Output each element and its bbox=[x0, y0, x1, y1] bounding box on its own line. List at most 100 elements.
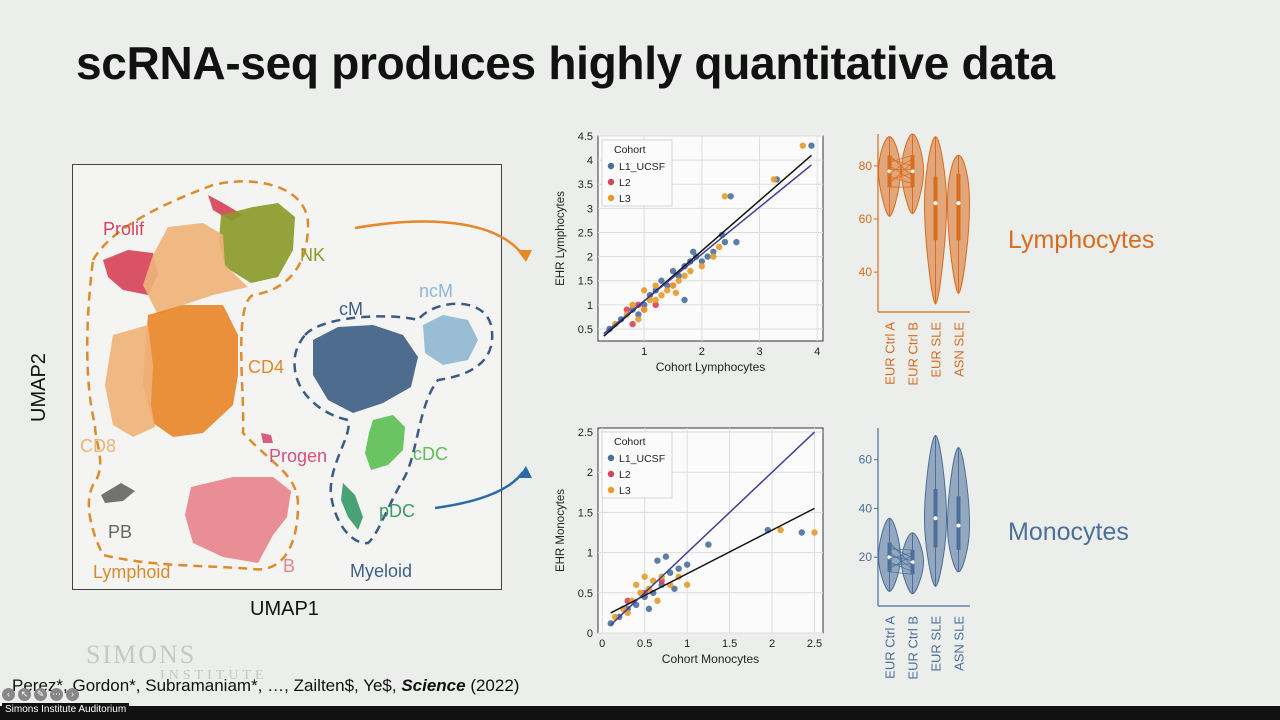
umap-label-myeloid: Myeloid bbox=[350, 561, 412, 581]
umap-label-progen: Progen bbox=[269, 446, 327, 466]
lymphoid-outline bbox=[85, 180, 310, 571]
umap-label-cm: cM bbox=[339, 299, 363, 319]
paired-line bbox=[889, 554, 913, 570]
umap-label-cdc: cDC bbox=[413, 444, 448, 464]
pen-icon[interactable]: ✎ bbox=[34, 688, 47, 701]
paired-line bbox=[889, 561, 913, 573]
data-point-l3 bbox=[652, 296, 659, 304]
y-tick-label: 80 bbox=[859, 159, 873, 173]
paired-line bbox=[889, 548, 913, 551]
cluster-cd4 bbox=[143, 305, 238, 437]
watermark-line2: INSTITUTE bbox=[160, 668, 268, 683]
x-axis-label: Cohort Monocytes bbox=[662, 652, 759, 666]
y-tick-label: 40 bbox=[859, 501, 873, 515]
data-point-l1-ucsf bbox=[669, 267, 677, 275]
violin-median bbox=[933, 201, 938, 206]
y-tick-label: 60 bbox=[859, 453, 873, 467]
data-point-l1-ucsf bbox=[698, 258, 706, 265]
data-point-l3 bbox=[698, 263, 706, 270]
data-point-l1-ucsf bbox=[721, 238, 729, 246]
paired-line bbox=[889, 176, 913, 185]
data-point-l3 bbox=[669, 282, 677, 289]
simons-watermark: SIMONS INSTITUTE bbox=[86, 640, 268, 684]
blue-arrow bbox=[434, 471, 525, 510]
legend-marker bbox=[607, 454, 615, 462]
data-point-l1-ucsf bbox=[705, 541, 712, 548]
cluster-cd8 bbox=[105, 325, 155, 437]
y-tick-label: 4 bbox=[587, 155, 593, 167]
cluster-cm bbox=[313, 325, 418, 413]
violin-iqr bbox=[933, 176, 938, 241]
next-icon[interactable]: › bbox=[66, 688, 79, 701]
data-point-l2 bbox=[629, 320, 636, 328]
cluster-nk bbox=[219, 203, 295, 283]
x-axis-label: Cohort Lymphocytes bbox=[656, 360, 766, 374]
data-point-l3 bbox=[652, 282, 659, 289]
data-point-l3 bbox=[654, 597, 661, 605]
y-tick-label: 2.5 bbox=[578, 427, 593, 439]
x-tick-label: 0 bbox=[599, 638, 605, 650]
watermark-line1: SIMONS bbox=[86, 640, 197, 669]
data-point-l3 bbox=[672, 289, 680, 296]
umap-label-cd8: CD8 bbox=[80, 436, 116, 456]
lymphocyte-scatter-chart: 1 2 3 4 0.5 1 1.5 2 2.5 3 3.5 4 4.5 Cohort L1_UCSF L2 L3… bbox=[555, 131, 824, 374]
monocyte-violin-chart: 20 40 60 EUR Ctrl A EUR Ctrl B EUR SLE ASN SLE bbox=[859, 428, 971, 680]
data-point-l3 bbox=[681, 272, 688, 280]
violin-median bbox=[956, 523, 961, 528]
data-point-l1-ucsf bbox=[675, 565, 682, 572]
legend-label: L3 bbox=[619, 485, 631, 497]
x-category-label: EUR Ctrl A bbox=[883, 616, 898, 679]
y-tick-label: 40 bbox=[859, 265, 873, 279]
data-point-l3 bbox=[675, 277, 682, 284]
x-tick-label: 1 bbox=[684, 638, 690, 650]
y-tick-label: 20 bbox=[859, 550, 873, 564]
x-category-label: EUR SLE bbox=[929, 616, 944, 672]
data-point-l1-ucsf bbox=[733, 238, 740, 246]
x-tick-label: 2 bbox=[769, 638, 775, 650]
legend-marker bbox=[607, 194, 615, 202]
y-tick-label: 4.5 bbox=[578, 131, 593, 143]
y-tick-label: 60 bbox=[859, 212, 873, 226]
data-point-l3 bbox=[640, 306, 648, 313]
more-icon[interactable]: ⋯ bbox=[50, 688, 63, 701]
fit-line bbox=[603, 164, 812, 335]
data-point-l1-ucsf bbox=[671, 585, 678, 592]
umap-label-nk: NK bbox=[300, 245, 325, 265]
x-category-label: EUR Ctrl B bbox=[906, 616, 921, 680]
legend-label: L1_UCSF bbox=[619, 453, 665, 465]
pointer-icon[interactable]: ↖ bbox=[18, 688, 31, 701]
data-point-l3 bbox=[710, 253, 717, 260]
paired-line bbox=[889, 571, 913, 575]
player-controls: ‹ ↖ ✎ ⋯ › bbox=[2, 688, 79, 701]
data-point-l3 bbox=[629, 301, 636, 309]
cluster-cd8 bbox=[143, 223, 248, 315]
y-tick-label: 1 bbox=[587, 300, 593, 312]
paired-line bbox=[889, 555, 913, 562]
y-tick-label: 0.5 bbox=[578, 324, 593, 336]
cluster-b bbox=[185, 477, 291, 563]
cluster-cdc bbox=[365, 415, 405, 470]
paired-line bbox=[889, 552, 913, 560]
data-point-l3 bbox=[715, 243, 723, 251]
violin-median bbox=[956, 201, 961, 206]
cluster-ncm bbox=[423, 315, 478, 365]
data-point-l3 bbox=[687, 267, 694, 275]
data-point-l1-ucsf bbox=[683, 561, 691, 568]
prev-icon[interactable]: ‹ bbox=[2, 688, 15, 701]
x-category-label: ASN SLE bbox=[952, 322, 967, 377]
data-point-l1-ucsf bbox=[798, 529, 805, 536]
violin-median bbox=[933, 516, 938, 521]
data-point-l3 bbox=[721, 193, 729, 200]
blue-arrowhead bbox=[518, 466, 532, 478]
legend-marker bbox=[607, 470, 615, 478]
x-category-label: ASN SLE bbox=[952, 616, 967, 671]
x-category-label: EUR SLE bbox=[929, 322, 944, 378]
paired-line bbox=[889, 172, 913, 181]
umap-embedding: Prolif NK CD4 CD8 Progen PB B Lymphoid cM ncM cDC p… bbox=[80, 180, 494, 582]
x-tick-label: 3 bbox=[756, 346, 762, 358]
data-point-l3 bbox=[635, 316, 642, 323]
data-point-l1-ucsf bbox=[607, 620, 614, 627]
umap-label-pb: PB bbox=[108, 522, 132, 542]
cluster-progen bbox=[261, 433, 273, 443]
data-point-l1-ucsf bbox=[654, 557, 661, 564]
